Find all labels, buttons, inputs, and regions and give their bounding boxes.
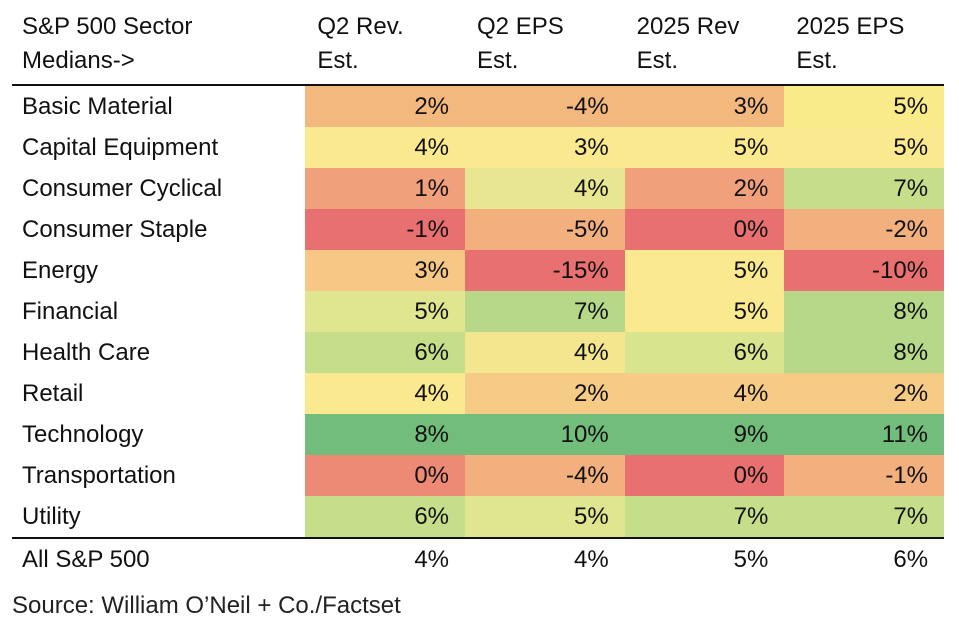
table-row: Utility 6% 5% 7% 7% [12,496,945,537]
value-cell: -10% [784,250,945,291]
value-cell: 5% [624,291,785,332]
sector-label: Financial [22,298,119,325]
value-cell: -4% [465,455,625,496]
sector-label: Technology [22,421,144,448]
sector-label: Capital Equipment [22,134,219,161]
column-header: S&P 500 Sector Medians-> [12,6,305,84]
column-header-line: S&P 500 Sector [22,13,193,40]
value-cell: 7% [465,291,625,332]
sector-label: All S&P 500 [22,546,150,573]
value-cell: -5% [465,209,625,250]
column-header-line: Est. [796,47,838,74]
value-cell: 5% [784,86,945,127]
table-body: Basic Material 2% -4% 3% 5% Capital Equipment… [12,86,945,537]
value-cell: 8% [784,332,945,373]
value-cell: 0% [624,209,785,250]
column-header: Q2 EPS Est. [465,6,625,84]
value-cell: 10% [465,414,625,455]
value-cell: 4% [305,373,466,414]
value-cell: 4% [414,546,450,573]
table-row: Consumer Staple -1% -5% 0% -2% [12,209,945,250]
table-row: Health Care 6% 4% 6% 8% [12,332,945,373]
column-header: 2025 EPS Est. [784,6,944,84]
column-header: 2025 Rev Est. [625,6,785,84]
sector-label: Consumer Cyclical [22,175,223,202]
table-row: Consumer Cyclical 1% 4% 2% 7% [12,168,945,209]
value-cell: 2% [784,373,945,414]
value-cell: 4% [465,332,625,373]
table-row: Transportation 0% -4% 0% -1% [12,455,945,496]
sector-label: Energy [22,257,99,284]
column-header-line: Q2 Rev. [317,13,404,40]
value-cell: 8% [784,291,945,332]
value-cell: 4% [624,373,785,414]
value-cell: 7% [624,496,785,537]
value-cell: 0% [305,455,466,496]
source-note: Source: William O’Neil + Co./Factset [12,592,401,619]
value-cell: -2% [784,209,945,250]
sector-label: Transportation [22,462,176,489]
table-row: Basic Material 2% -4% 3% 5% [12,86,945,127]
column-header: Q2 Rev. Est. [305,6,465,84]
sector-label: Basic Material [22,93,173,120]
table-row: Financial 5% 7% 5% 8% [12,291,945,332]
value-cell: 2% [624,168,785,209]
value-cell: 3% [624,86,785,127]
value-cell: 7% [784,496,945,537]
column-header-line: Est. [636,47,679,74]
value-cell: 6% [893,546,929,573]
column-header-line: Medians-> [22,47,135,74]
column-header-line: Q2 EPS [477,13,564,40]
table-row: Retail 4% 2% 4% 2% [12,373,945,414]
value-cell: 5% [784,127,945,168]
value-cell: 5% [305,291,466,332]
value-cell: -15% [465,250,625,291]
value-cell: 1% [305,168,466,209]
value-cell: -4% [465,86,625,127]
total-row: All S&P 500 4% 4% 5% 6% [12,537,944,581]
column-header-line: Est. [477,47,519,74]
value-cell: 8% [305,414,466,455]
column-header-line: 2025 EPS [796,13,905,40]
value-cell: 2% [465,373,625,414]
value-cell: 3% [305,250,466,291]
value-cell: 5% [624,250,785,291]
value-cell: 6% [305,332,466,373]
value-cell: 7% [784,168,945,209]
value-cell: 4% [574,546,609,573]
value-cell: 2% [305,86,466,127]
table-row: Energy 3% -15% 5% -10% [12,250,945,291]
sector-label: Health Care [22,339,151,366]
value-cell: 3% [465,127,625,168]
column-header-line: Est. [317,47,359,74]
value-cell: 5% [465,496,625,537]
value-cell: -1% [784,455,945,496]
value-cell: 4% [305,127,466,168]
column-header-line: 2025 Rev [636,13,740,40]
table-row: Technology 8% 10% 9% 11% [12,414,945,455]
value-cell: 5% [624,127,785,168]
sector-label: Utility [22,503,81,530]
sector-label: Consumer Staple [22,216,208,243]
value-cell: 9% [624,414,785,455]
value-cell: 4% [465,168,625,209]
sector-estimates-table: S&P 500 Sector Medians-> Q2 Rev. Est. Q2 EPS… [12,6,945,581]
table-header: S&P 500 Sector Medians-> Q2 Rev. Est. Q2 EPS… [12,6,944,86]
table-row: Capital Equipment 4% 3% 5% 5% [12,127,945,168]
value-cell: 0% [624,455,785,496]
value-cell: 6% [305,496,466,537]
sector-label: Retail [22,380,84,407]
value-cell: 5% [733,546,769,573]
value-cell: -1% [305,209,466,250]
value-cell: 11% [784,414,945,455]
value-cell: 6% [624,332,785,373]
